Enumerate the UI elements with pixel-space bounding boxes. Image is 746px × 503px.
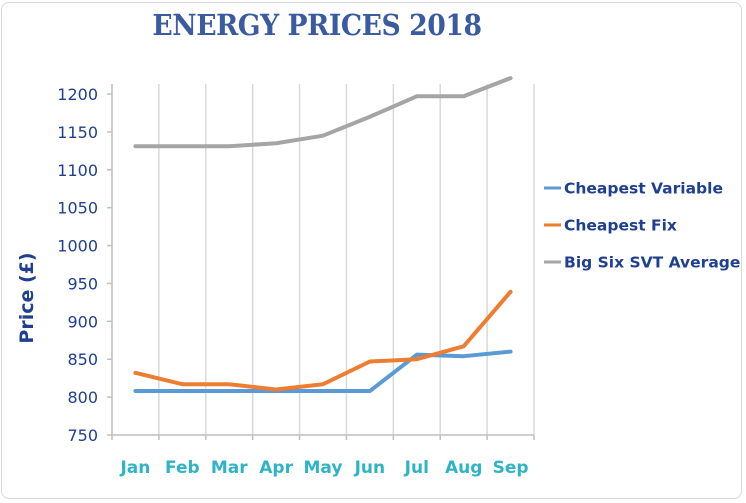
chart-title: ENERGY PRICES 2018 [152,8,482,42]
y-axis-label: Price (£) [16,252,38,343]
y-tick-label: 1000 [57,237,98,256]
y-tick-label: 1150 [57,123,98,142]
y-tick-label: 950 [67,274,98,293]
x-tick-label: Aug [445,458,482,478]
y-tick-label: 750 [67,426,98,445]
x-tick-label: Apr [259,458,293,478]
x-tick-label: May [304,458,343,478]
y-tick-label: 850 [67,350,98,369]
legend-label: Cheapest Fix [564,217,677,235]
x-tick-label: Feb [165,458,200,478]
y-tick-label: 1050 [57,199,98,218]
axes: 750 800 850 900 950 1000 1050 1100 1150 1200 Jan Fe… [57,84,535,478]
y-tick-label: 900 [67,312,98,331]
y-tick-label: 1200 [57,85,98,104]
legend: Cheapest Variable Cheapest Fix Big Six SVT… [544,180,740,272]
x-tick-label: Jul [404,458,429,478]
series-lines [133,76,513,394]
x-tick-label: Mar [211,458,248,478]
x-tick-label: Sep [493,458,529,478]
series-line-big-six-svt-average [133,76,513,149]
series-line-cheapest-fix [133,289,513,392]
x-tick-label: Jan [119,458,150,478]
x-tick-label: Jun [354,458,386,478]
legend-label: Cheapest Variable [564,180,723,198]
y-tick-label: 800 [67,388,98,407]
y-tick-label: 1100 [57,161,98,180]
legend-label: Big Six SVT Average [564,254,740,272]
